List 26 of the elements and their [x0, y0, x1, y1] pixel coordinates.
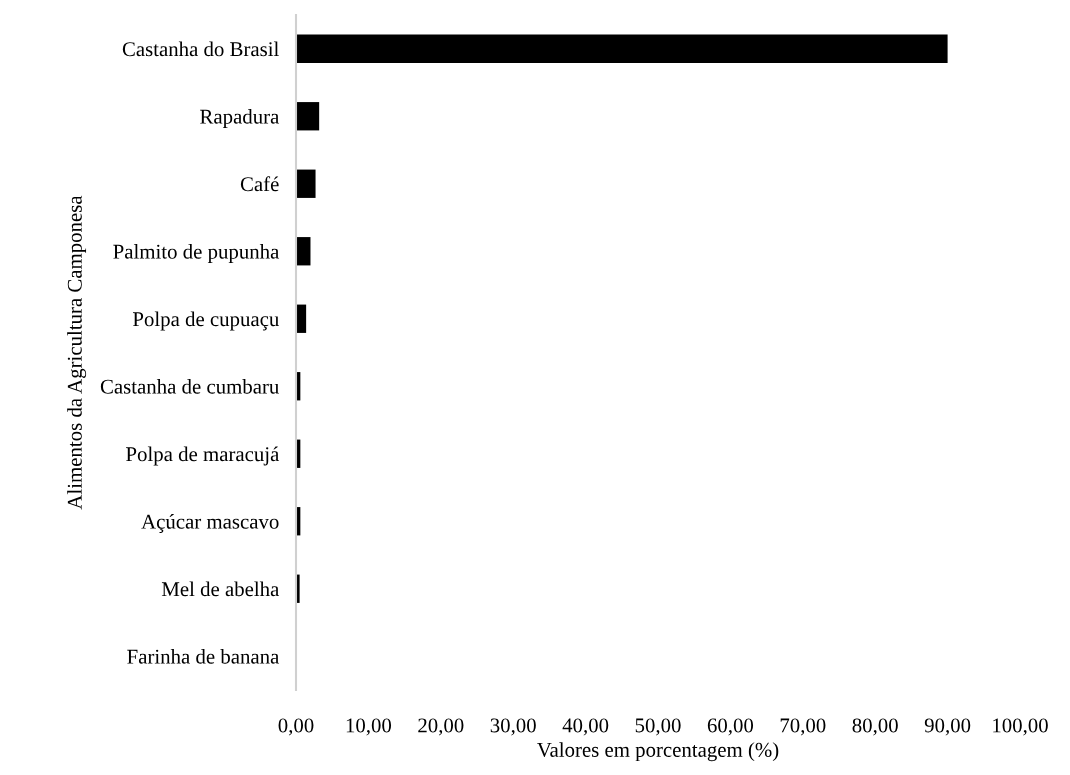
x-tick-label: 100,00 — [993, 718, 1048, 736]
x-tick-label: 0,00 — [278, 718, 314, 736]
x-tick-label: 10,00 — [346, 718, 392, 736]
bar — [296, 169, 316, 198]
x-tick-label: 40,00 — [562, 718, 609, 736]
x-tick-label: 70,00 — [780, 718, 826, 736]
y-tick-label: Café — [240, 176, 279, 192]
y-tick-label: Farinha de banana — [127, 649, 280, 664]
y-tick-label: Polpa de cupuaçu — [132, 311, 279, 331]
y-tick-label: Castanha do Brasil — [122, 41, 279, 57]
y-axis-title: Alimentos da Agricultura Camponesa — [67, 195, 87, 510]
x-tick-label: 50,00 — [635, 718, 681, 736]
y-tick-label: Mel de abelha — [161, 581, 280, 597]
x-tick-label: 30,00 — [490, 718, 536, 736]
x-tick-label: 90,00 — [924, 718, 971, 736]
y-tick-label: Castanha de cumbaru — [100, 379, 279, 394]
y-tick-label: Palmito de pupunha — [113, 244, 280, 263]
y-tick-label: Açúcar mascavo — [141, 514, 279, 533]
y-tick-label: Rapadura — [200, 109, 280, 128]
bar — [296, 34, 948, 63]
x-tick-label: 80,00 — [852, 718, 898, 736]
x-tick-label: 60,00 — [707, 718, 754, 736]
bar — [296, 102, 320, 131]
x-axis-title: Valores em porcentagem (%) — [537, 742, 779, 762]
y-tick-label: Polpa de maracujá — [126, 446, 280, 466]
x-tick-label: 20,00 — [418, 718, 464, 736]
